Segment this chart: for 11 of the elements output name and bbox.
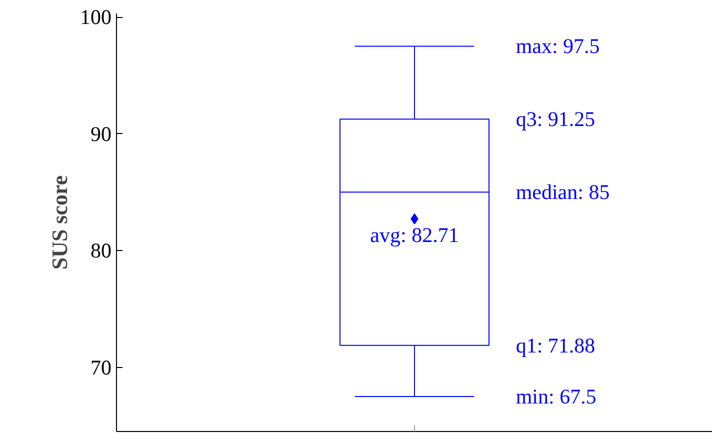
annotation: median: 85 bbox=[516, 180, 610, 204]
y-tick-label: 70 bbox=[90, 355, 112, 380]
y-tick-label: 80 bbox=[90, 238, 112, 263]
y-axis-title: SUS score bbox=[47, 175, 72, 270]
y-tick-label: 100 bbox=[80, 5, 112, 30]
annotation: q1: 71.88 bbox=[516, 333, 596, 358]
annotation: avg: 82.71 bbox=[370, 222, 459, 247]
annotation: min: 67.5 bbox=[516, 384, 596, 408]
annotation: max: 97.5 bbox=[516, 34, 600, 58]
y-tick-label: 90 bbox=[90, 122, 112, 146]
annotation: q3: 91.25 bbox=[516, 107, 596, 132]
